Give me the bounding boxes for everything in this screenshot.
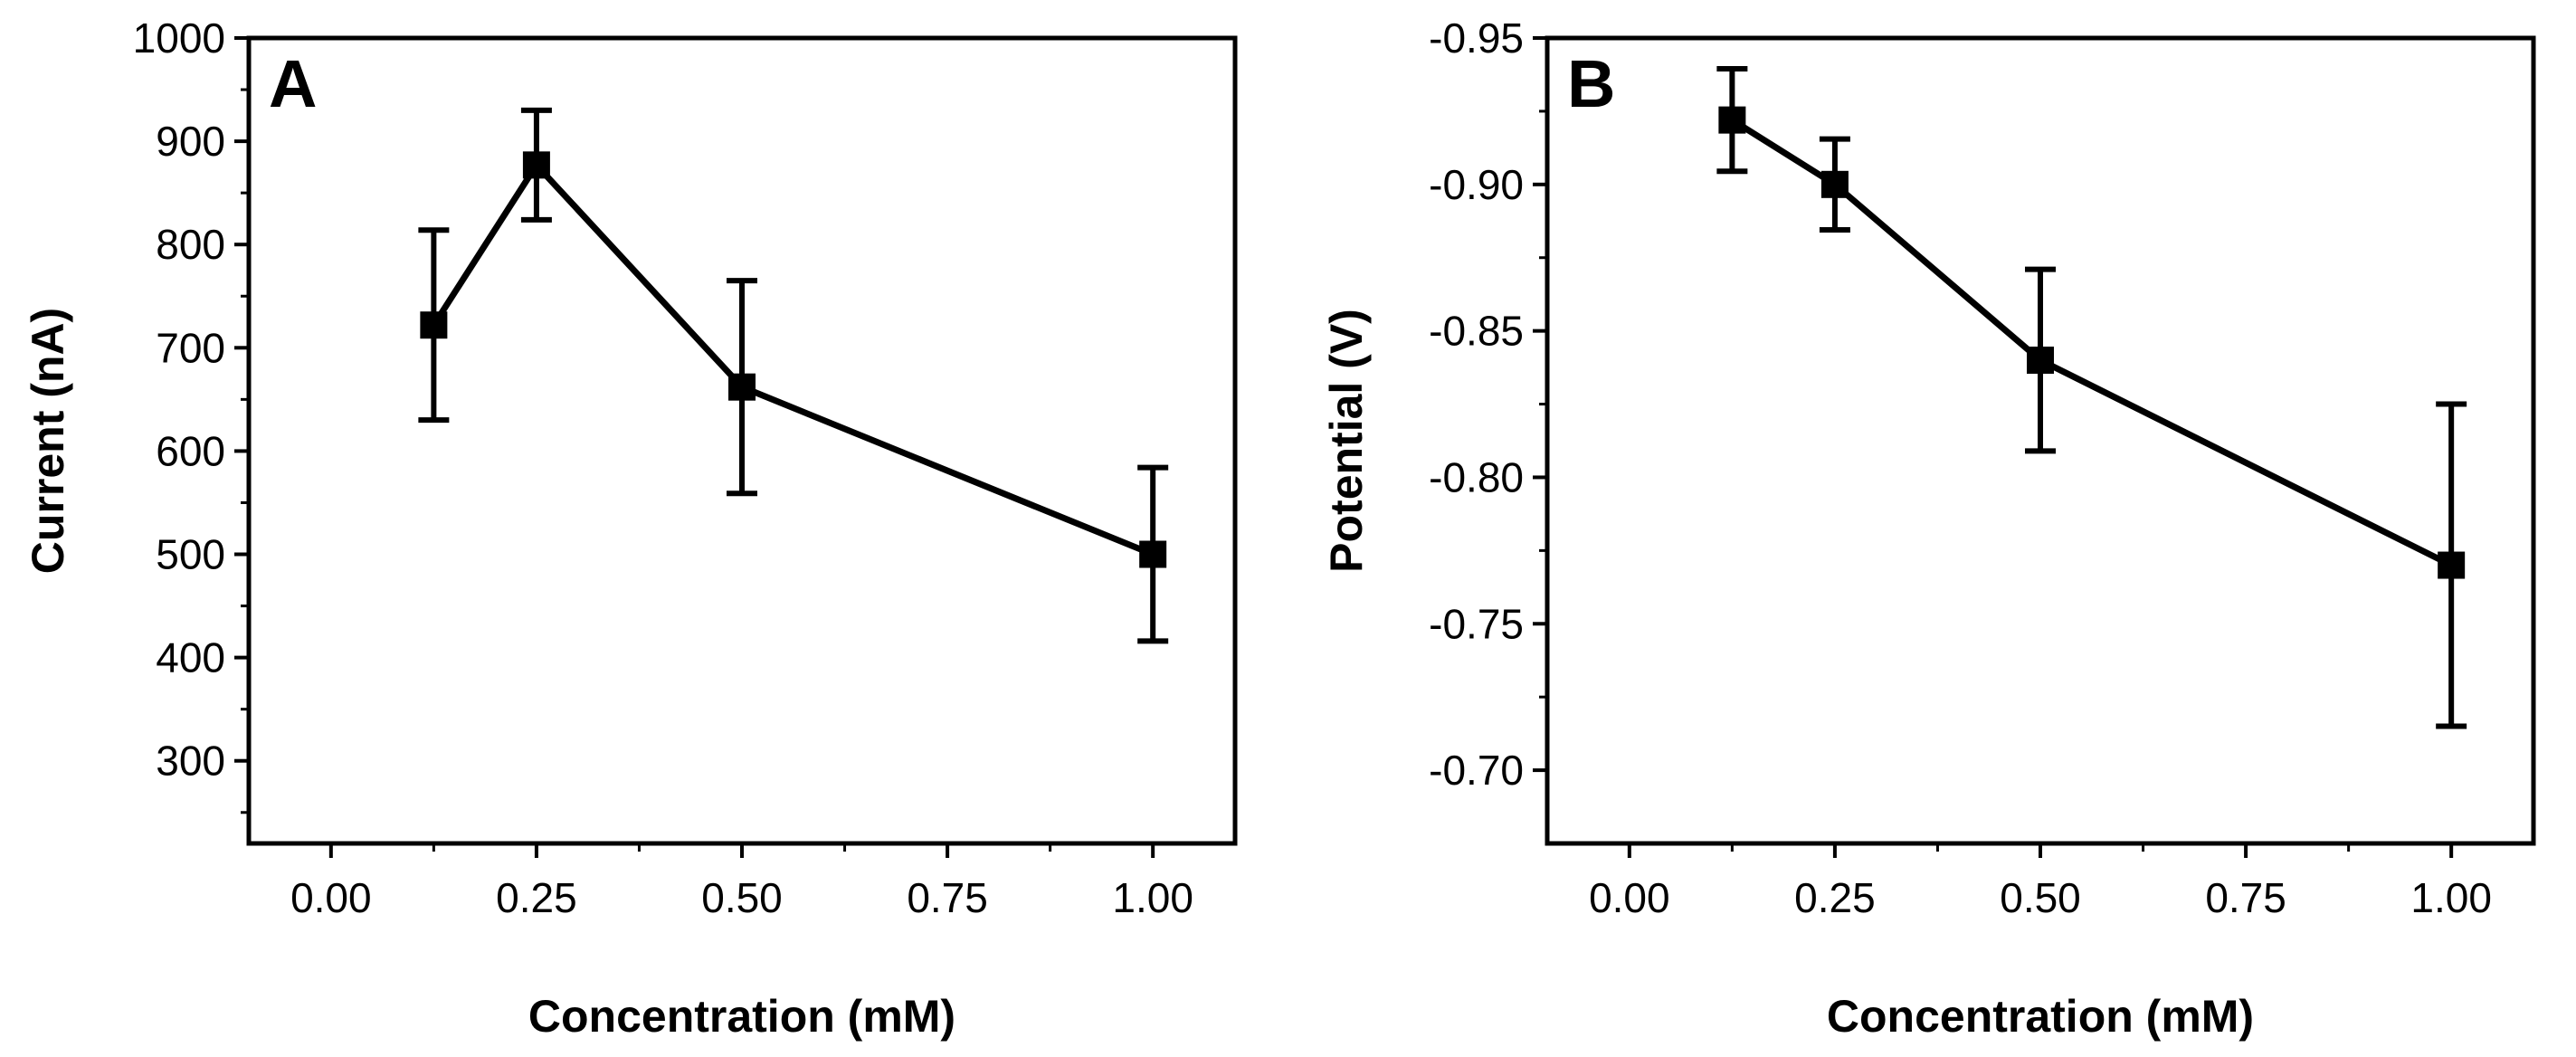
series-potential	[1716, 65, 2467, 729]
data-point	[728, 373, 756, 401]
series-line	[431, 161, 1155, 557]
y-tick-label: 900	[156, 118, 225, 165]
x-axis-title: Concentration (mM)	[528, 991, 955, 1042]
y-tick-label: 1000	[133, 14, 225, 62]
x-tick-label: 0.25	[496, 874, 577, 921]
x-tick-label: 0.50	[701, 874, 783, 921]
data-point	[2027, 347, 2054, 374]
y-tick-label: -0.70	[1429, 747, 1524, 794]
y-tick-label: -0.95	[1429, 14, 1524, 62]
data-point	[1139, 540, 1167, 568]
data-point	[2438, 551, 2466, 579]
x-tick-label: 0.00	[290, 874, 372, 921]
x-tick-label: 0.50	[2000, 874, 2081, 921]
data-point	[420, 311, 448, 339]
data-point	[1820, 170, 1849, 198]
series-line	[1730, 117, 2453, 568]
panel-label: B	[1567, 46, 1615, 121]
x-tick-label: 0.75	[907, 874, 988, 921]
y-tick-label: 600	[156, 427, 225, 474]
data-point	[1718, 106, 1746, 134]
x-tick-label: 0.75	[2205, 874, 2286, 921]
series-current	[418, 107, 1169, 644]
y-tick-label: -0.90	[1429, 161, 1524, 208]
y-axis-title: Current (nA)	[23, 308, 73, 574]
y-tick-label: 700	[156, 324, 225, 371]
y-tick-label: -0.80	[1429, 453, 1524, 500]
x-axis-title: Concentration (mM)	[1827, 991, 2254, 1042]
x-tick-label: 1.00	[2410, 874, 2492, 921]
y-tick-label: 500	[156, 531, 225, 578]
y-tick-label: -0.85	[1429, 308, 1524, 355]
chart-panel-a: 0.00 0.25 0.50 0.75 1.00 300 400 500 600 700 800 90…	[23, 14, 1238, 1042]
x-tick-label: 0.25	[1794, 874, 1876, 921]
panel-label: A	[269, 46, 317, 121]
x-tick-label: 0.00	[1589, 874, 1670, 921]
y-tick-label: 400	[156, 634, 225, 681]
y-tick-label: 300	[156, 738, 225, 785]
y-tick-label: -0.75	[1429, 600, 1524, 647]
data-point	[522, 151, 550, 179]
x-tick-label: 1.00	[1112, 874, 1193, 921]
y-axis-title: Potential (V)	[1321, 309, 1372, 573]
y-tick-label: 800	[156, 221, 225, 268]
chart-panel-b: 0.00 0.25 0.50 0.75 1.00 -0.70 -0.75 -0.80 -0.85…	[1321, 14, 2536, 1042]
